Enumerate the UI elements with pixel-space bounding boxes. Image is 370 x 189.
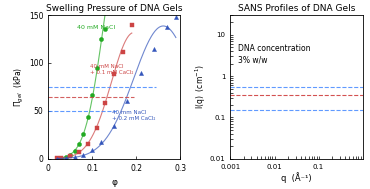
X-axis label: q  (Å⁻¹): q (Å⁻¹) xyxy=(281,172,312,183)
Y-axis label: I(q)  (cm$^{-1}$): I(q) (cm$^{-1}$) xyxy=(194,64,208,109)
Title: SANS Profiles of DNA Gels: SANS Profiles of DNA Gels xyxy=(238,4,355,13)
Y-axis label: $\Pi_{gel}$  (kPa): $\Pi_{gel}$ (kPa) xyxy=(13,67,26,107)
Title: Swelling Pressure of DNA Gels: Swelling Pressure of DNA Gels xyxy=(46,4,182,13)
Text: 40 mm NaCl
+ 0.2 mM CaCl₂: 40 mm NaCl + 0.2 mM CaCl₂ xyxy=(112,110,155,122)
X-axis label: φ: φ xyxy=(111,178,117,187)
Text: DNA concentration
3% w/w: DNA concentration 3% w/w xyxy=(238,44,311,65)
Text: 40 mM NaCl
+ 0.1 mM CaCl₂: 40 mM NaCl + 0.1 mM CaCl₂ xyxy=(90,64,134,75)
Text: 40 mM NaCl: 40 mM NaCl xyxy=(77,25,115,29)
